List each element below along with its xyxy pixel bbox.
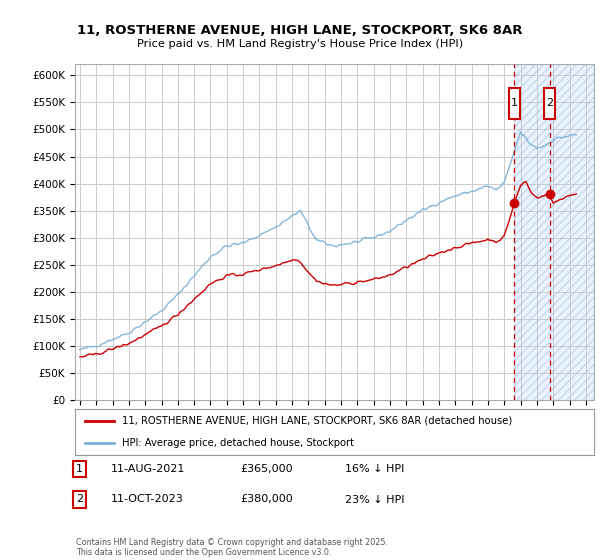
Text: 11-OCT-2023: 11-OCT-2023 [111,494,184,505]
Text: 11, ROSTHERNE AVENUE, HIGH LANE, STOCKPORT, SK6 8AR: 11, ROSTHERNE AVENUE, HIGH LANE, STOCKPO… [77,24,523,36]
Text: 1: 1 [76,464,83,474]
Text: 2: 2 [76,494,83,505]
Bar [514,64,594,400]
Text: 11-AUG-2021: 11-AUG-2021 [111,464,185,474]
Text: 16% ↓ HPI: 16% ↓ HPI [345,464,404,474]
Text: 11, ROSTHERNE AVENUE, HIGH LANE, STOCKPORT, SK6 8AR (detached house): 11, ROSTHERNE AVENUE, HIGH LANE, STOCKPO… [122,416,512,426]
FancyBboxPatch shape [509,88,520,119]
FancyBboxPatch shape [544,88,556,119]
Text: HPI: Average price, detached house, Stockport: HPI: Average price, detached house, Stoc… [122,438,354,448]
Text: £380,000: £380,000 [240,494,293,505]
Text: 1: 1 [511,99,518,109]
Text: 23% ↓ HPI: 23% ↓ HPI [345,494,404,505]
Text: Price paid vs. HM Land Registry's House Price Index (HPI): Price paid vs. HM Land Registry's House … [137,39,463,49]
Text: £365,000: £365,000 [240,464,293,474]
Bar [514,64,594,400]
Text: 2: 2 [546,99,553,109]
Text: Contains HM Land Registry data © Crown copyright and database right 2025.
This d: Contains HM Land Registry data © Crown c… [76,538,388,557]
